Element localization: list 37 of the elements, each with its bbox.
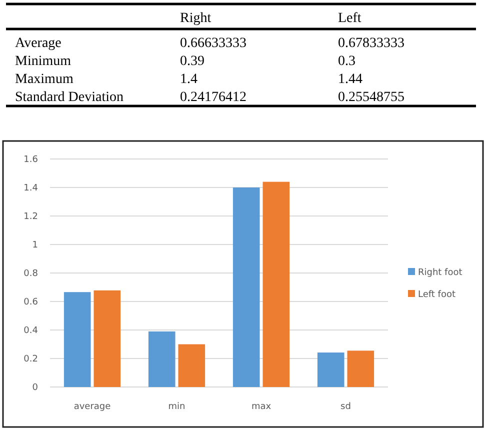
bar [64, 292, 91, 387]
y-tick-label: 1.4 [24, 184, 38, 194]
bar [232, 188, 260, 387]
text: 1.4 [180, 72, 198, 87]
y-tick-label: 0.8 [24, 269, 38, 280]
bar [347, 350, 374, 387]
text: Right [180, 11, 212, 26]
bar [262, 182, 290, 387]
y-tick-label: 0 [32, 383, 38, 394]
x-tick-label: sd [340, 402, 351, 412]
legend-label: Right foot [418, 268, 463, 278]
y-tick-label: 0.4 [24, 326, 38, 336]
text: 0.39 [180, 54, 204, 69]
legend-label: Left foot [418, 290, 456, 300]
bar [317, 352, 344, 387]
bar [148, 331, 176, 387]
x-tick-label: average [74, 402, 112, 412]
text: 0.25548755 [338, 90, 404, 105]
text: Minimum [15, 54, 72, 69]
text: 1.44 [338, 72, 362, 87]
text: 0.67833333 [338, 36, 404, 51]
text: 0.3 [338, 54, 356, 69]
text: 0.24176412 [180, 90, 246, 105]
bar [178, 344, 206, 387]
bar [94, 290, 121, 387]
y-tick-label: 0.2 [24, 354, 38, 365]
y-tick-label: 0.6 [24, 298, 38, 308]
y-tick-label: 1 [32, 240, 38, 251]
y-tick-label: 1.2 [24, 212, 38, 222]
text: Standard Deviation [15, 90, 124, 105]
x-tick-label: min [168, 402, 186, 412]
text: Maximum [15, 72, 74, 87]
text: Average [15, 36, 62, 51]
x-tick-label: max [251, 402, 272, 412]
text: 0.66633333 [180, 36, 246, 51]
y-tick-label: 1.6 [24, 155, 38, 166]
text: Left [338, 11, 362, 26]
